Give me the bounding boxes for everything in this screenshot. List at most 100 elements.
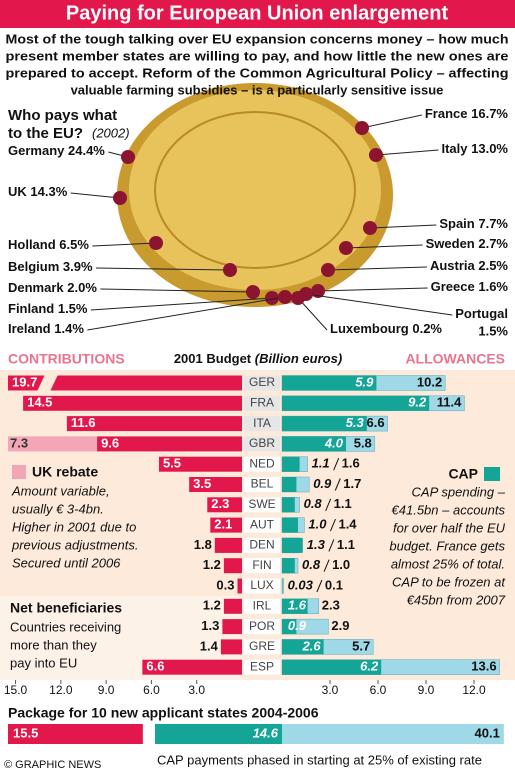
share-value: 16.7% xyxy=(471,106,508,121)
cap-value: 1.6 xyxy=(288,598,307,613)
x-tick-label: 15.0 xyxy=(4,683,28,697)
leader-line xyxy=(305,293,453,316)
allowance-value: 5.8 xyxy=(354,435,372,450)
share-label: Italy 13.0% xyxy=(441,141,508,156)
category-label: GER xyxy=(249,375,275,389)
allowance-value: 0.1 xyxy=(325,577,343,592)
category-label: FIN xyxy=(252,558,271,572)
credit: © GRAPHIC NEWS xyxy=(4,759,101,771)
allowance-value: 6.6 xyxy=(367,415,385,430)
cap-bar xyxy=(282,558,295,574)
share-country: Spain xyxy=(439,216,474,231)
cap-bar xyxy=(282,456,300,472)
contribution-value: 2.1 xyxy=(214,517,232,532)
cap-value: 0.8 xyxy=(304,496,323,511)
contribution-bar xyxy=(220,639,242,655)
contribution-bar xyxy=(66,416,243,432)
allowance-value: 13.6 xyxy=(471,659,496,674)
code-box xyxy=(244,578,280,594)
leader-line xyxy=(327,266,427,271)
leader-line xyxy=(92,242,157,247)
separator xyxy=(328,539,335,552)
rebate-note: previous adjustments. xyxy=(11,537,138,552)
contribution-bar xyxy=(223,558,242,574)
cap-value: 5.3 xyxy=(346,415,365,430)
legend-label: UK rebate xyxy=(32,464,98,480)
category-label: ITA xyxy=(253,416,271,430)
x-tick-label: 6.0 xyxy=(370,683,387,697)
coin-ring xyxy=(154,111,356,269)
category-label: IRL xyxy=(253,598,272,612)
contribution-bar xyxy=(158,456,242,472)
code-box xyxy=(244,375,280,391)
cap-value: 4.0 xyxy=(324,435,344,450)
category-label: ESP xyxy=(250,659,274,673)
contribution-bar xyxy=(237,578,242,594)
title-bar xyxy=(0,0,515,28)
share-country: Denmark xyxy=(8,280,64,295)
contribution-bar xyxy=(142,659,242,675)
contribution-value: 5.5 xyxy=(163,456,181,471)
leader-line xyxy=(87,296,286,331)
leader-line xyxy=(90,297,273,311)
share-label: Sweden 2.7% xyxy=(426,236,509,251)
code-box xyxy=(244,598,280,614)
share-country: Sweden xyxy=(426,236,475,251)
share-label: Denmark 2.0% xyxy=(8,280,97,295)
share-dot xyxy=(339,241,353,255)
rebate-bar xyxy=(8,436,98,452)
intro-line: Most of the tough talking over EU expans… xyxy=(6,31,509,46)
budget-title: 2001 Budget (Billion euros) xyxy=(174,351,342,366)
separator xyxy=(330,518,336,532)
cap-bar xyxy=(282,436,346,452)
rebate-note: usually € 3-4bn. xyxy=(12,501,104,516)
share-country: UK xyxy=(8,184,27,199)
contribution-value: 14.5 xyxy=(27,395,52,410)
title: Paying for European Union enlargement xyxy=(66,2,449,24)
leader-line xyxy=(345,244,423,249)
package-cap-value: 14.6 xyxy=(253,725,279,740)
contribution-bar xyxy=(223,598,242,614)
share-label: Luxembourg 0.2% xyxy=(330,321,442,336)
contribution-bar xyxy=(189,477,242,492)
cap-bar xyxy=(282,639,324,655)
share-label: Austria 2.5% xyxy=(430,258,508,273)
category-label: SWE xyxy=(248,497,275,511)
leader-line xyxy=(297,297,328,331)
cap-value: 1.3 xyxy=(307,537,326,552)
share-label: France 16.7% xyxy=(425,106,509,121)
cap-value: 0.9 xyxy=(313,476,332,491)
rebate-note: Higher in 2001 due to xyxy=(12,519,136,534)
code-box xyxy=(244,477,280,492)
package-title: Package for 10 new applicant states 2004… xyxy=(8,705,319,721)
leader-line xyxy=(317,287,428,292)
share-country: Greece xyxy=(431,279,475,294)
net-note: more than they xyxy=(10,637,97,652)
share-label: Spain 7.7% xyxy=(439,216,508,231)
allowance-value: 10.2 xyxy=(417,374,442,389)
share-country: Luxembourg xyxy=(330,321,409,336)
contribution-value: 1.3 xyxy=(201,618,219,633)
allowance-value: 1.4 xyxy=(338,517,357,532)
category-label: LUX xyxy=(250,578,273,592)
cap-value: 0.03 xyxy=(288,577,314,592)
allowance-value: 2.3 xyxy=(322,598,340,613)
code-box xyxy=(244,395,280,411)
category-label: GRE xyxy=(249,639,275,653)
cap-bar xyxy=(282,537,303,553)
separator xyxy=(325,498,332,511)
cap-note: CAP to be frozen at xyxy=(392,574,506,589)
code-box xyxy=(244,436,280,452)
cap-value: 1.1 xyxy=(312,456,330,471)
cap-note: budget. France gets xyxy=(389,538,505,553)
contribution-value: 6.6 xyxy=(146,659,164,674)
package-allowances-value: 40.1 xyxy=(475,725,500,740)
intro-line: present member states are willing to pay… xyxy=(6,48,509,63)
code-box xyxy=(244,639,280,655)
share-country: Finland xyxy=(8,301,54,316)
cap-value: 9.2 xyxy=(408,395,427,410)
share-label: Finland 1.5% xyxy=(8,301,88,316)
share-label: Germany 24.4% xyxy=(8,143,105,158)
share-dot xyxy=(223,263,237,277)
share-country: Holland xyxy=(8,237,56,252)
